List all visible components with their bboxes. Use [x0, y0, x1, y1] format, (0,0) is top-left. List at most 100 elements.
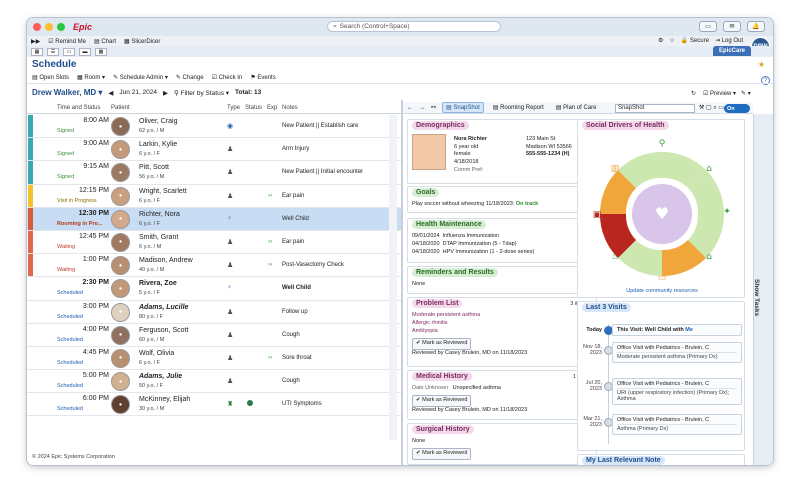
change-button[interactable]: ✎ Change — [175, 75, 204, 81]
on-toggle[interactable]: On — [724, 104, 750, 113]
bell-icon[interactable]: 🔔 — [747, 21, 765, 32]
tab-snapshot[interactable]: ▤ SnapShot — [442, 102, 484, 113]
patient-name[interactable]: McKinney, Elijah — [139, 396, 191, 404]
binoculars-icon[interactable]: ⚯ — [431, 105, 437, 111]
events-button[interactable]: ⚑ Events — [250, 75, 276, 81]
help-icon[interactable]: ? — [761, 76, 770, 85]
table-row[interactable]: 1:00 PM Waiting ● Madison, Andrew 40 y.o. / … — [27, 254, 401, 278]
update-community-resources-link[interactable]: Update community resources — [626, 288, 698, 294]
forward-icon[interactable]: → — [419, 104, 425, 111]
panel-divider[interactable] — [401, 100, 403, 465]
visit-item[interactable]: Office Visit with Pediatrics - Brulein, … — [612, 342, 742, 363]
sdoh-segment-5[interactable] — [618, 240, 662, 277]
slicerdicer-button[interactable]: ▦ SlicerDicer — [123, 38, 161, 45]
nav-arrows-icon[interactable]: ▶▶ — [31, 38, 41, 45]
visit-item[interactable]: Office Visit with Pediatrics - Brulein, … — [612, 414, 742, 435]
goals-title[interactable]: Goals — [412, 188, 440, 197]
room-button[interactable]: ▦ Room ▾ — [77, 75, 106, 81]
screen-icon[interactable]: ▭ — [699, 21, 717, 32]
reminders-title[interactable]: Reminders and Results — [412, 268, 498, 277]
table-row[interactable]: 9:00 AM Signed ● Larkin, Kylie 6 y.o. / F ♟ Ar… — [27, 138, 401, 162]
patient-name[interactable]: Adams, Julie — [139, 373, 183, 381]
close-window-button[interactable] — [33, 23, 41, 31]
sdoh-wheel[interactable]: ♥ ⚲ ⌂ ✦ ⌂ ▭ ♨ ▣ ▥ — [582, 134, 742, 284]
calendar-tab-icon[interactable]: ▦ — [31, 47, 43, 56]
chat-icon[interactable]: ✉ — [723, 21, 741, 32]
surgical-history-title[interactable]: Surgical History — [412, 425, 474, 434]
table-row[interactable]: 12:45 PM Waiting ● Smith, Grant 6 y.o. / M ♟ ›… — [27, 230, 401, 255]
expedite-icon[interactable]: ›› — [268, 353, 273, 361]
patient-name[interactable]: Rivera, Zoe — [139, 280, 177, 288]
folder-tab-icon[interactable]: ▬ — [79, 47, 91, 56]
hm-title[interactable]: Health Maintenance — [412, 220, 486, 229]
table-row[interactable]: 4:45 PM Scheduled ● Wolf, Olivia 6 y.o. / F ♟… — [27, 347, 401, 371]
problem-mark-reviewed-button[interactable]: ✔ Mark as Reviewed — [412, 337, 472, 350]
sdoh-segment-3[interactable] — [688, 214, 725, 258]
visit-item[interactable]: Office Visit with Pediatrics - Brulein, … — [612, 378, 742, 405]
demographics-title[interactable]: Demographics — [412, 121, 469, 130]
patient-name[interactable]: Larkin, Kylie — [139, 141, 178, 149]
table-row[interactable]: 4:00 PM Scheduled ● Ferguson, Scott 60 y.o. … — [27, 324, 401, 347]
epiccare-tab[interactable]: EpicCare — [712, 46, 751, 56]
sdoh-segment-6[interactable] — [599, 214, 636, 258]
date-display[interactable]: Jun 21, 2024 — [119, 89, 158, 96]
star-icon[interactable]: ☆ — [669, 38, 675, 44]
expedite-icon[interactable]: ›› — [268, 191, 273, 199]
logout-button[interactable]: ⇥ Log Out — [714, 38, 743, 44]
mh-mark-reviewed-button[interactable]: ✔ Mark as Reviewed — [412, 394, 472, 407]
next-day-icon[interactable]: ▶ — [163, 89, 169, 97]
report-search-input[interactable]: SnapShot — [615, 104, 695, 113]
tab-rooming-report[interactable]: ▤ Rooming Report — [492, 105, 544, 111]
table-row[interactable]: 2:30 PM Scheduled ● Rivera, Zoe 5 y.o. / F ♀ W… — [27, 277, 401, 301]
chart-button[interactable]: ▤ Chart — [93, 38, 116, 45]
expedite-icon[interactable]: ›› — [268, 261, 273, 269]
last-visits-title[interactable]: Last 3 Visits — [582, 303, 631, 312]
expedite-icon[interactable]: ›› — [268, 237, 273, 245]
settings-icon[interactable]: ⚙ — [658, 38, 664, 44]
table-row[interactable]: 3:00 PM Scheduled ● Adams, Lucille 80 y.o. /… — [27, 301, 401, 324]
maximize-window-button[interactable] — [57, 23, 65, 31]
refresh-icon[interactable]: ↻ — [691, 91, 697, 97]
grid-tab-icon[interactable]: ▩ — [95, 47, 107, 56]
preview-checkbox[interactable]: ☑ Preview ▾ — [703, 91, 737, 97]
check-in-button[interactable]: ☑ Check In — [211, 75, 243, 81]
prev-day-icon[interactable]: ◀ — [108, 89, 114, 97]
problem-3[interactable]: Amblyopia — [412, 327, 438, 334]
table-row[interactable]: 8:00 AM Signed ● Oliver, Craig 62 y.o. / M ◉ N… — [27, 115, 401, 139]
list-tab-icon[interactable]: ☰ — [47, 47, 59, 56]
col-notes[interactable]: Notes — [282, 105, 298, 111]
secure-button[interactable]: 🔒 Secure — [680, 38, 709, 44]
pin-icon[interactable]: ✎ ▾ — [741, 91, 751, 97]
sdoh-segment-4[interactable] — [662, 240, 706, 277]
patient-name[interactable]: Pitt, Scott — [139, 164, 169, 172]
inbox-tab-icon[interactable]: ▭ — [63, 47, 75, 56]
patient-name[interactable]: Wright, Scarlett — [139, 187, 187, 195]
problem-list-title[interactable]: Problem List — [412, 299, 463, 308]
schedule-scrollbar[interactable] — [389, 115, 397, 440]
patient-name[interactable]: Smith, Grant — [139, 233, 179, 241]
remind-me-button[interactable]: ☑ Remind Me — [48, 38, 86, 45]
col-status[interactable]: Status — [245, 105, 263, 111]
table-row[interactable]: 12:30 PM Rooming in Pro... ● Richter, Nora 6… — [27, 207, 401, 231]
patient-name[interactable]: Wolf, Olivia — [139, 349, 175, 357]
schedule-admin-button[interactable]: ✎ Schedule Admin ▾ — [113, 75, 168, 81]
sdoh-title[interactable]: Social Drivers of Health — [582, 121, 669, 130]
last-note-title[interactable]: My Last Relevant Note — [582, 456, 665, 465]
sdoh-segment-1[interactable] — [662, 151, 706, 188]
sdoh-segment-8[interactable] — [618, 151, 662, 188]
show-tasks-panel[interactable]: Show Tasks — [753, 114, 773, 465]
medical-history-title[interactable]: Medical History — [412, 372, 472, 381]
minimize-window-button[interactable] — [45, 23, 53, 31]
col-time-status[interactable]: Time and Status — [57, 105, 101, 111]
provider-selector[interactable]: Drew Walker, MD ▾ — [32, 88, 103, 97]
problem-2[interactable]: Allergic rhinitis — [412, 319, 448, 326]
tab-plan-of-care[interactable]: ▤ Plan of Care — [555, 105, 597, 111]
table-row[interactable]: 6:00 PM Scheduled ● McKinney, Elijah 30 y.o.… — [27, 393, 401, 417]
surgical-mark-reviewed-button[interactable]: ✔ Mark as Reviewed — [412, 447, 472, 460]
patient-name[interactable]: Oliver, Craig — [139, 118, 178, 125]
col-patient[interactable]: Patient — [111, 105, 130, 111]
table-row[interactable]: 5:00 PM Scheduled ● Adams, Julie 50 y.o. / F… — [27, 370, 401, 394]
problem-1[interactable]: Moderate persistent asthma — [412, 312, 481, 318]
patient-name[interactable]: Ferguson, Scott — [139, 326, 189, 334]
filter-by-status-button[interactable]: ⚲ Filter by Status ▾ — [174, 89, 230, 97]
